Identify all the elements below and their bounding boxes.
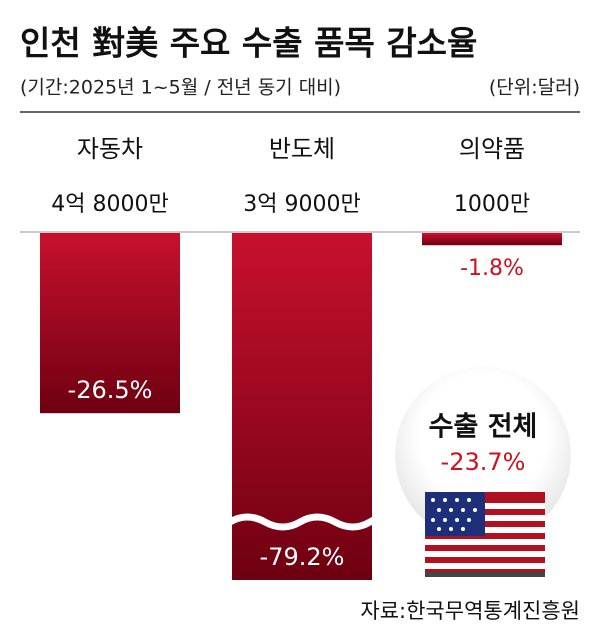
bar [422,233,562,246]
value-label: -79.2% [260,543,345,571]
category-label: 의약품 [459,135,525,163]
chart-title: 인천 對美 주요 수출 품목 감소율 [20,24,477,63]
category-label: 자동차 [77,135,143,163]
total-label: 수출 전체 [429,412,538,443]
container-icon [425,492,545,577]
bar [40,233,180,414]
total-value: -23.7% [441,448,526,476]
amount-label: 4억 8000만 [51,192,168,217]
subtitle: (기간:2025년 1~5월 / 전년 동기 대비) [20,77,341,99]
value-label: -26.5% [68,376,153,404]
unit: (단위:달러) [489,77,580,99]
amount-label: 1000만 [454,192,530,217]
break-wave [228,513,384,531]
amount-label: 3억 9000만 [243,192,360,217]
category-label: 반도체 [269,135,335,163]
source: 자료:한국무역통계진흥원 [360,599,580,623]
value-label: -1.8% [460,256,524,281]
